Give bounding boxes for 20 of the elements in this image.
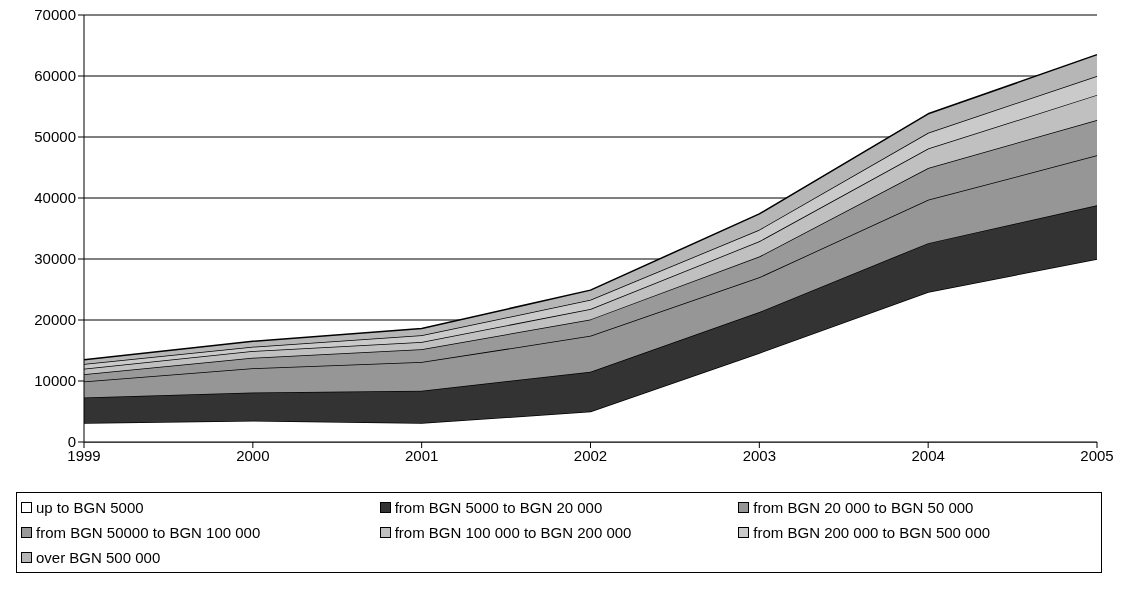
x-tick-label: 2005 bbox=[1080, 446, 1114, 464]
y-tick-label: 10000 bbox=[34, 372, 76, 390]
x-tick-label: 2004 bbox=[911, 446, 945, 464]
x-tick-label: 2001 bbox=[404, 446, 439, 464]
legend-label: over BGN 500 000 bbox=[36, 549, 161, 566]
y-tick-label: 50000 bbox=[34, 128, 76, 146]
legend-label: from BGN 5000 to BGN 20 000 bbox=[394, 499, 603, 516]
y-tick-label: 70000 bbox=[34, 6, 76, 24]
legend-label: from BGN 50000 to BGN 100 000 bbox=[36, 524, 261, 541]
y-tick-label: 20000 bbox=[34, 311, 76, 329]
y-tick-label: 40000 bbox=[34, 189, 76, 207]
y-tick-label: 60000 bbox=[34, 67, 76, 85]
legend-label: from BGN 20 000 to BGN 50 000 bbox=[753, 499, 974, 516]
legend-label: from BGN 200 000 to BGN 500 000 bbox=[753, 524, 991, 541]
x-tick-label: 2000 bbox=[236, 446, 270, 464]
legend-label: up to BGN 5000 bbox=[36, 499, 144, 516]
x-tick-label: 2003 bbox=[742, 446, 777, 464]
legend-label: from BGN 100 000 to BGN 200 000 bbox=[394, 524, 632, 541]
y-tick-label: 30000 bbox=[34, 250, 76, 268]
x-tick-label: 2002 bbox=[573, 446, 608, 464]
